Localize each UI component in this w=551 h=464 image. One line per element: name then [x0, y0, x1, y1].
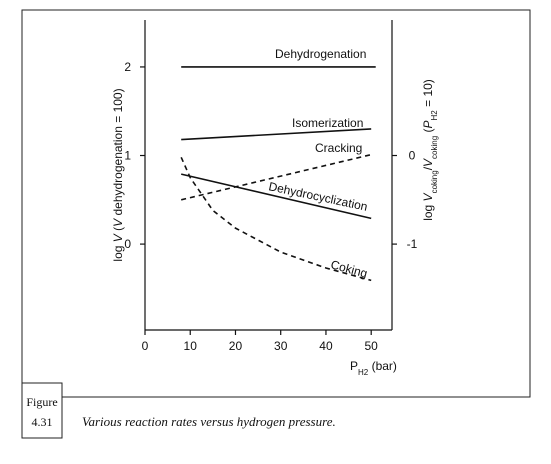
series-label: Cracking	[315, 141, 362, 155]
y2-axis-label-part: H2	[430, 110, 439, 121]
series-label: Dehydrogenation	[275, 47, 366, 61]
figure-frame	[21, 9, 531, 398]
x-axis-label: PH2 (bar)	[350, 359, 397, 377]
series-line	[181, 173, 372, 220]
y-tick-label: 0	[124, 237, 131, 251]
figure-word: Figure	[26, 395, 57, 409]
x-tick-label: 20	[229, 339, 243, 353]
y2-axis-label-part: P	[421, 120, 435, 128]
y-axis-label-part: V	[111, 233, 125, 242]
x-axis-label-part: H2	[358, 368, 369, 377]
y2-axis-label-part: = 10)	[421, 79, 435, 110]
series-line	[181, 153, 372, 201]
y2-tick-label: 0	[409, 149, 416, 163]
y2-tick-label: -1	[407, 237, 418, 251]
y2-axis-label-part: (	[421, 128, 435, 135]
y-tick-label: 1	[124, 149, 131, 163]
y2-axis-label-part: /	[421, 166, 435, 170]
caption-box	[21, 382, 63, 439]
y-axis-label: log V (V dehydrogenation = 100)	[111, 88, 125, 261]
caption-text: Various reaction rates versus hydrogen p…	[82, 414, 336, 429]
series-label: Isomerization	[292, 116, 363, 130]
x-axis-label-part: P	[350, 359, 358, 373]
series-label: Dehydrocyclization	[267, 179, 368, 214]
series-line	[181, 128, 372, 141]
x-tick-label: 30	[274, 339, 288, 353]
series-line	[180, 156, 372, 282]
y-tick-label: 2	[124, 60, 131, 74]
y-axis-label-part: log	[111, 242, 125, 261]
y2-axis-label: log Vcoking/Vcoking (PH2 = 10)	[421, 79, 439, 221]
x-axis-label-part: (bar)	[368, 359, 397, 373]
y-axis-label-part: (	[111, 227, 125, 234]
y2-axis-label-part: V	[421, 158, 435, 167]
y2-axis-label-part: V	[421, 192, 435, 201]
x-tick-label: 0	[142, 339, 149, 353]
y2-axis-label-part: coking	[430, 136, 439, 159]
x-tick-label: 40	[319, 339, 333, 353]
x-tick-label: 50	[365, 339, 379, 353]
y-axis-label-part: dehydrogenation = 100)	[111, 88, 125, 218]
y-axis-label-part: V	[111, 218, 125, 227]
x-tick-label: 10	[184, 339, 198, 353]
figure-number: 4.31	[32, 415, 53, 429]
series-label: Coking	[329, 257, 369, 280]
y2-axis-label-part: coking	[430, 170, 439, 193]
y2-axis-label-part: log	[421, 201, 435, 220]
